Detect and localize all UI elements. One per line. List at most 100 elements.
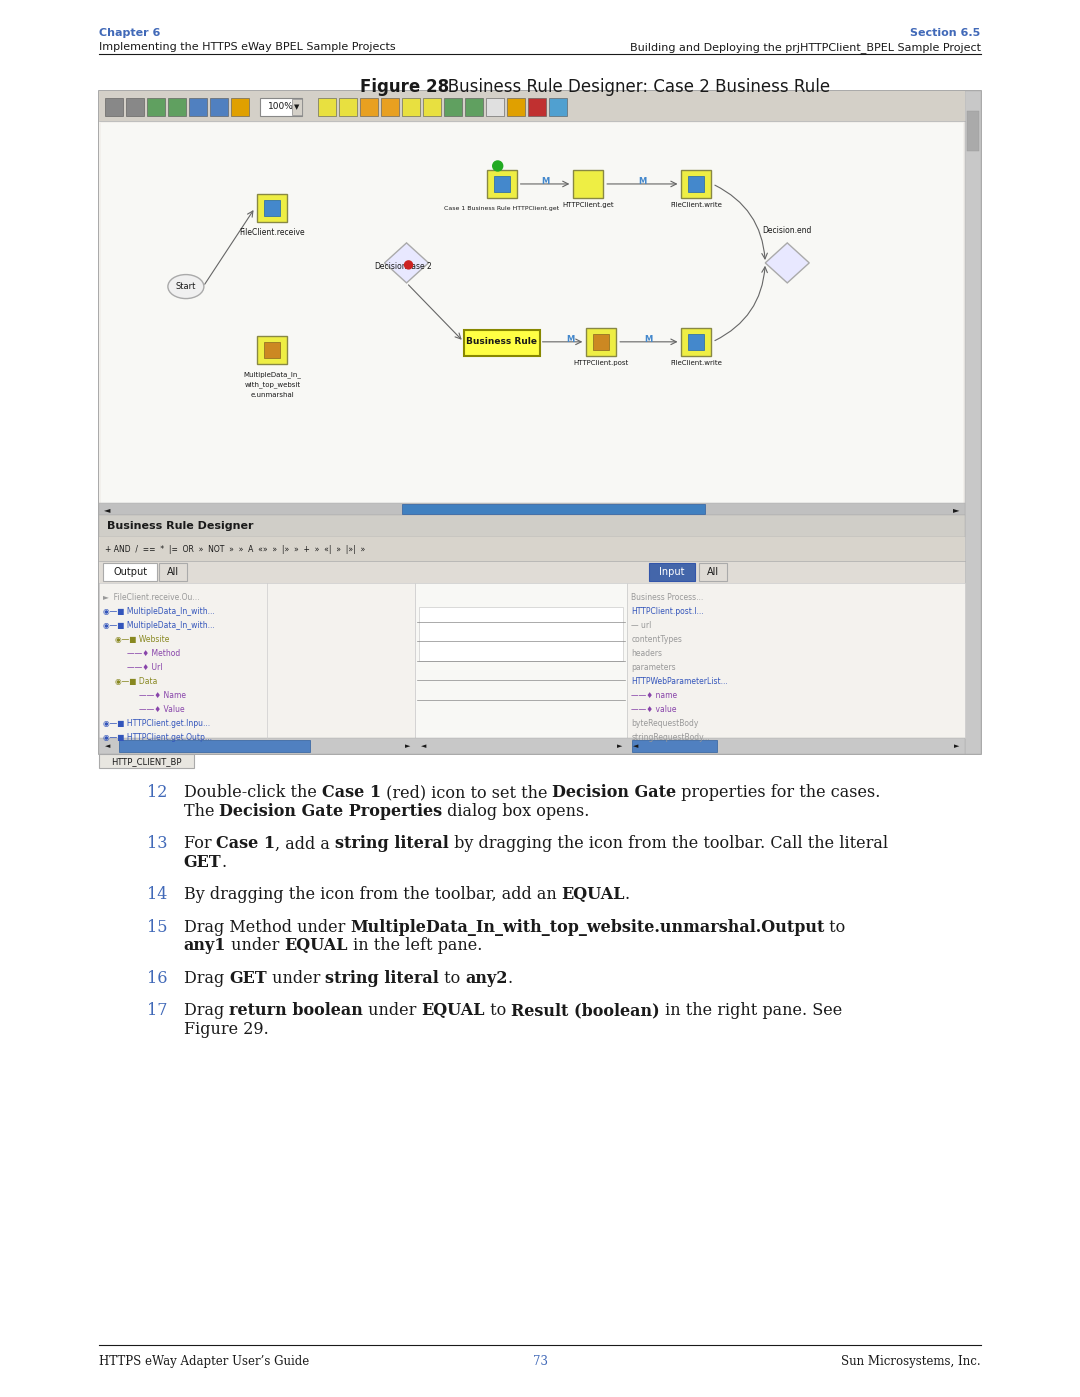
Text: M: M — [645, 335, 653, 344]
Text: Business Process...: Business Process... — [631, 594, 703, 602]
Text: properties for the cases.: properties for the cases. — [676, 784, 881, 802]
Text: headers: headers — [631, 650, 662, 658]
Text: Case 1: Case 1 — [322, 784, 381, 802]
Bar — [257, 335, 287, 363]
Ellipse shape — [167, 275, 204, 299]
Text: HTTPClient.post.I...: HTTPClient.post.I... — [631, 608, 704, 616]
Bar — [126, 98, 145, 116]
Bar — [257, 194, 287, 222]
Text: HTTPClient.get: HTTPClient.get — [563, 203, 615, 208]
Text: Double-click the: Double-click the — [184, 784, 322, 802]
Text: ►: ► — [954, 504, 960, 514]
Text: 73: 73 — [532, 1355, 548, 1368]
Text: All: All — [706, 567, 719, 577]
Text: stringRequestBody...: stringRequestBody... — [631, 733, 710, 742]
Bar — [293, 99, 302, 115]
Text: GET: GET — [184, 854, 221, 870]
Text: ◉—■ Data: ◉—■ Data — [116, 678, 158, 686]
Bar — [260, 98, 302, 116]
Bar — [120, 740, 310, 753]
Bar — [494, 176, 510, 191]
Text: ◉—■ MultipleData_In_with...: ◉—■ MultipleData_In_with... — [104, 622, 215, 630]
Text: Implementing the HTTPS eWay BPEL Sample Projects: Implementing the HTTPS eWay BPEL Sample … — [99, 42, 396, 52]
Text: in the right pane. See: in the right pane. See — [660, 1003, 842, 1020]
Text: .: . — [508, 970, 513, 986]
Text: Case 1 Business Rule HTTPClient.get: Case 1 Business Rule HTTPClient.get — [444, 205, 559, 211]
Text: (red) icon to set the: (red) icon to set the — [381, 784, 552, 802]
Text: Figure 28: Figure 28 — [360, 78, 449, 96]
Polygon shape — [384, 243, 429, 284]
Text: Drag Method under: Drag Method under — [184, 919, 350, 936]
Text: ◄: ◄ — [104, 504, 110, 514]
Text: ►: ► — [405, 743, 410, 749]
Circle shape — [492, 161, 502, 170]
Text: ◉—■ Website: ◉—■ Website — [116, 636, 170, 644]
Text: Chapter 6: Chapter 6 — [99, 28, 161, 38]
Text: ——♦ name: ——♦ name — [631, 692, 677, 700]
Text: For: For — [184, 835, 216, 852]
Bar — [688, 176, 704, 191]
Text: HTTPWebParameterList...: HTTPWebParameterList... — [631, 678, 728, 686]
Bar — [688, 334, 704, 349]
Text: Case 1: Case 1 — [216, 835, 275, 852]
Text: ◄: ◄ — [633, 743, 638, 749]
Bar — [99, 584, 415, 739]
Bar — [106, 98, 123, 116]
Text: Result (boolean): Result (boolean) — [511, 1003, 660, 1020]
Text: parameters: parameters — [631, 664, 676, 672]
Text: in the left pane.: in the left pane. — [348, 937, 483, 954]
Text: Case 2: Case 2 — [406, 263, 431, 271]
Text: string literal: string literal — [336, 835, 449, 852]
Text: ——♦ value: ——♦ value — [631, 705, 677, 714]
Text: ▼: ▼ — [294, 103, 299, 110]
Bar — [593, 334, 609, 349]
Bar — [681, 328, 712, 356]
Text: — url: — url — [631, 622, 651, 630]
Bar — [649, 563, 694, 581]
Bar — [486, 98, 504, 116]
Text: by dragging the icon from the toolbar. Call the literal: by dragging the icon from the toolbar. C… — [449, 835, 889, 852]
Bar — [423, 98, 442, 116]
Text: ——♦ Url: ——♦ Url — [127, 664, 163, 672]
Text: under: under — [363, 1003, 421, 1020]
Text: 16: 16 — [147, 970, 167, 986]
Bar — [402, 504, 705, 514]
Text: GET: GET — [229, 970, 267, 986]
Text: HTTPS eWay Adapter User’s Guide: HTTPS eWay Adapter User’s Guide — [99, 1355, 310, 1368]
Text: ►  FileClient.receive.Ou...: ► FileClient.receive.Ou... — [104, 594, 200, 602]
Text: Decision.end: Decision.end — [762, 226, 812, 235]
Text: byteRequestBody: byteRequestBody — [631, 719, 699, 728]
Text: under: under — [226, 937, 285, 954]
Bar — [147, 98, 165, 116]
Text: M: M — [566, 335, 575, 344]
Bar — [419, 606, 623, 661]
Bar — [99, 562, 964, 584]
Text: e.unmarshal: e.unmarshal — [251, 391, 294, 398]
Text: ►: ► — [954, 743, 959, 749]
Bar — [681, 170, 712, 198]
Text: M: M — [638, 177, 647, 186]
Bar — [632, 740, 716, 753]
Bar — [361, 98, 378, 116]
Bar — [104, 563, 158, 581]
Text: .: . — [625, 886, 630, 904]
Bar — [586, 328, 617, 356]
Text: Start: Start — [176, 282, 197, 291]
Text: 12: 12 — [147, 784, 167, 802]
Text: ◉—■ HTTPClient.get.Inpu...: ◉—■ HTTPClient.get.Inpu... — [104, 719, 211, 728]
Text: Building and Deploying the prjHTTPClient_BPEL Sample Project: Building and Deploying the prjHTTPClient… — [630, 42, 981, 53]
Circle shape — [405, 261, 413, 268]
Bar — [967, 110, 978, 151]
Bar — [99, 739, 964, 754]
Text: FileClient.receive: FileClient.receive — [240, 228, 306, 236]
Bar — [487, 170, 516, 198]
Bar — [573, 170, 604, 198]
Text: Sun Microsystems, Inc.: Sun Microsystems, Inc. — [841, 1355, 981, 1368]
Bar — [211, 98, 228, 116]
Bar — [550, 98, 567, 116]
Text: with_top_websit: with_top_websit — [244, 381, 300, 388]
Text: any2: any2 — [465, 970, 508, 986]
Text: FileClient.write: FileClient.write — [671, 360, 723, 366]
Text: 14: 14 — [147, 886, 167, 904]
Text: 17: 17 — [147, 1003, 167, 1020]
